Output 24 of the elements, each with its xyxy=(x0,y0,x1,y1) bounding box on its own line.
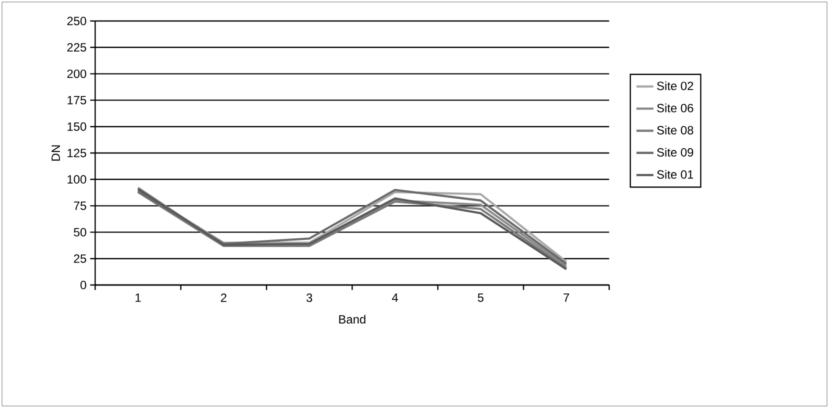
y-tick-label: 75 xyxy=(74,202,86,210)
legend-label: Site 01 xyxy=(657,170,694,179)
legend-label: Site 09 xyxy=(657,148,694,157)
y-tick-label: 150 xyxy=(68,122,86,131)
legend-label: Site 06 xyxy=(657,104,694,112)
x-tick-label: 7 xyxy=(564,294,570,302)
y-tick-label: 100 xyxy=(68,175,86,184)
y-tick-label: 175 xyxy=(68,96,86,104)
y-tick-label: 0 xyxy=(80,280,86,290)
x-tick-label: 2 xyxy=(220,294,226,302)
x-tick-label: 5 xyxy=(478,294,484,302)
x-tick-label: 3 xyxy=(306,294,312,302)
legend-label: Site 08 xyxy=(657,126,694,134)
y-tick-label: 225 xyxy=(67,43,86,52)
y-tick-label: 250 xyxy=(67,16,86,26)
x-axis-title: Band xyxy=(339,314,366,324)
y-tick-label: 200 xyxy=(67,70,86,78)
y-tick-label: 125 xyxy=(68,148,86,158)
x-tick-label: 4 xyxy=(392,294,398,302)
y-tick-label: 50 xyxy=(74,228,86,236)
legend-label: Site 02 xyxy=(657,81,694,90)
y-tick-label: 25 xyxy=(74,254,86,263)
x-tick-label: 1 xyxy=(136,294,141,302)
y-axis-title: DN xyxy=(52,145,60,161)
